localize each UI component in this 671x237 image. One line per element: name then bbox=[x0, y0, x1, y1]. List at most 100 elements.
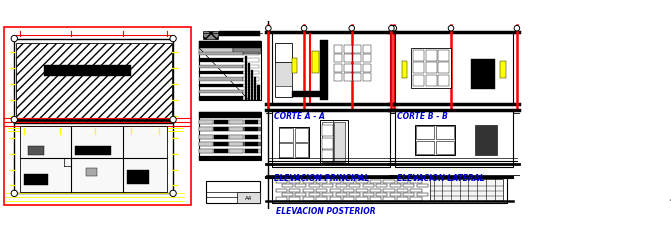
Circle shape bbox=[389, 25, 394, 31]
Bar bbox=[199, 149, 261, 153]
Bar bbox=[199, 65, 243, 68]
Bar bbox=[214, 120, 228, 124]
Bar bbox=[415, 125, 455, 155]
Circle shape bbox=[514, 25, 519, 31]
Bar bbox=[321, 125, 333, 136]
Bar bbox=[312, 51, 319, 73]
Bar bbox=[219, 31, 260, 36]
Bar bbox=[321, 138, 333, 149]
Bar bbox=[363, 55, 371, 62]
Bar bbox=[199, 120, 213, 124]
Bar bbox=[289, 197, 300, 201]
Bar bbox=[214, 135, 228, 139]
Bar bbox=[631, 192, 662, 193]
Bar bbox=[127, 169, 149, 184]
Circle shape bbox=[11, 35, 17, 42]
Bar bbox=[376, 184, 387, 187]
Bar bbox=[411, 189, 421, 192]
Bar bbox=[199, 142, 261, 146]
Bar bbox=[356, 180, 368, 183]
Bar bbox=[356, 197, 368, 201]
Bar bbox=[363, 193, 374, 196]
Bar bbox=[334, 45, 342, 53]
Bar bbox=[244, 120, 258, 124]
Bar bbox=[257, 85, 260, 100]
Bar bbox=[303, 197, 313, 201]
Bar bbox=[229, 142, 243, 146]
Bar bbox=[280, 143, 293, 157]
Bar bbox=[425, 62, 437, 73]
Bar bbox=[272, 177, 507, 203]
Bar bbox=[199, 142, 213, 146]
Bar bbox=[334, 64, 342, 72]
Bar bbox=[629, 182, 671, 205]
Bar bbox=[199, 41, 261, 100]
Bar bbox=[237, 192, 260, 203]
Bar bbox=[214, 128, 228, 132]
Bar bbox=[272, 110, 390, 167]
Bar bbox=[395, 32, 513, 104]
Text: ELEVACION PRINCIPAL: ELEVACION PRINCIPAL bbox=[274, 173, 369, 182]
Bar bbox=[282, 184, 293, 187]
Bar bbox=[272, 32, 390, 104]
Bar bbox=[416, 141, 434, 155]
Bar bbox=[229, 135, 243, 139]
Bar bbox=[44, 65, 131, 76]
Bar bbox=[471, 59, 495, 89]
Bar bbox=[411, 197, 421, 201]
Bar bbox=[295, 143, 308, 157]
Bar bbox=[438, 50, 450, 61]
Bar bbox=[292, 58, 297, 73]
Circle shape bbox=[301, 25, 307, 31]
Bar bbox=[28, 146, 44, 155]
Bar bbox=[289, 180, 300, 183]
Bar bbox=[425, 75, 437, 86]
Bar bbox=[402, 61, 407, 78]
Bar bbox=[354, 55, 361, 62]
Bar bbox=[280, 128, 293, 142]
Bar bbox=[199, 96, 243, 100]
Bar bbox=[309, 193, 320, 196]
Bar bbox=[199, 52, 243, 55]
Bar bbox=[343, 180, 354, 183]
Bar bbox=[295, 193, 307, 196]
Bar bbox=[243, 71, 259, 74]
Bar bbox=[274, 43, 292, 97]
Circle shape bbox=[170, 190, 176, 196]
Bar bbox=[274, 62, 292, 86]
Bar bbox=[413, 62, 424, 73]
Bar bbox=[384, 197, 395, 201]
Bar bbox=[203, 31, 217, 39]
Bar bbox=[334, 122, 346, 162]
Bar bbox=[322, 193, 333, 196]
Bar bbox=[417, 184, 428, 187]
Bar bbox=[334, 73, 342, 82]
Text: A4: A4 bbox=[670, 197, 671, 202]
Bar bbox=[295, 128, 308, 142]
Bar bbox=[321, 122, 333, 162]
Bar bbox=[229, 128, 243, 132]
Bar bbox=[243, 65, 259, 68]
Bar bbox=[207, 181, 260, 203]
Bar bbox=[233, 48, 261, 54]
Bar bbox=[344, 64, 352, 72]
Bar bbox=[229, 120, 243, 124]
Bar bbox=[316, 189, 327, 192]
Bar bbox=[276, 180, 287, 183]
Bar bbox=[276, 189, 287, 192]
Bar bbox=[322, 184, 333, 187]
Bar bbox=[354, 45, 361, 53]
Text: ELEVACION LATERAL: ELEVACION LATERAL bbox=[397, 173, 484, 182]
Bar bbox=[251, 70, 253, 100]
Bar bbox=[243, 96, 259, 100]
Bar bbox=[4, 27, 191, 205]
Bar bbox=[376, 193, 387, 196]
Bar bbox=[343, 197, 354, 201]
Bar bbox=[276, 197, 287, 201]
Text: CORTE B - B: CORTE B - B bbox=[397, 112, 448, 121]
Bar bbox=[16, 42, 172, 122]
Circle shape bbox=[11, 116, 17, 123]
Bar bbox=[429, 179, 503, 201]
Bar bbox=[363, 64, 371, 72]
Bar bbox=[243, 84, 259, 87]
